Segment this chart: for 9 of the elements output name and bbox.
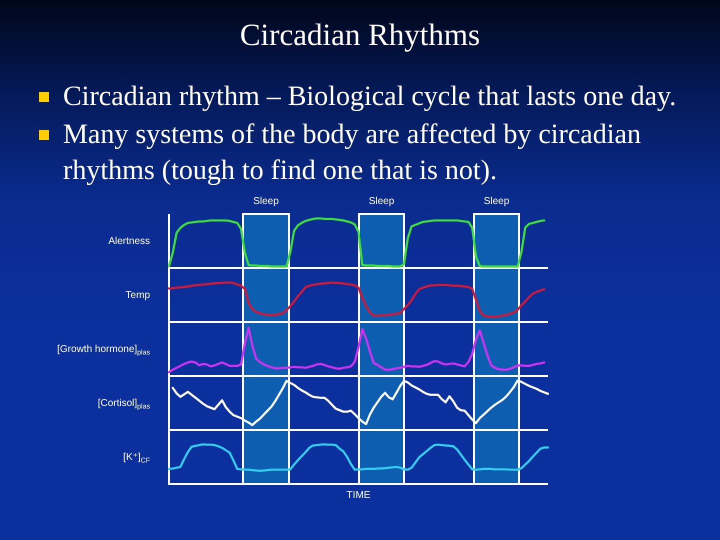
text: Sleep [253,196,280,207]
y-axis-title: Temp [126,290,150,301]
text: Circadian rhythm – Biological cycle that lasts one day. [63,81,676,112]
text: Sleep [484,196,510,207]
y-axis-title: Alertness [108,236,150,247]
x-axis-title: TIME [346,490,371,501]
text: Many systems of the body are affected by circadian rhythms (tough to find one that is not). [63,119,641,186]
text: Sleep [368,196,395,207]
text: Circadian Rhythms [238,16,482,54]
